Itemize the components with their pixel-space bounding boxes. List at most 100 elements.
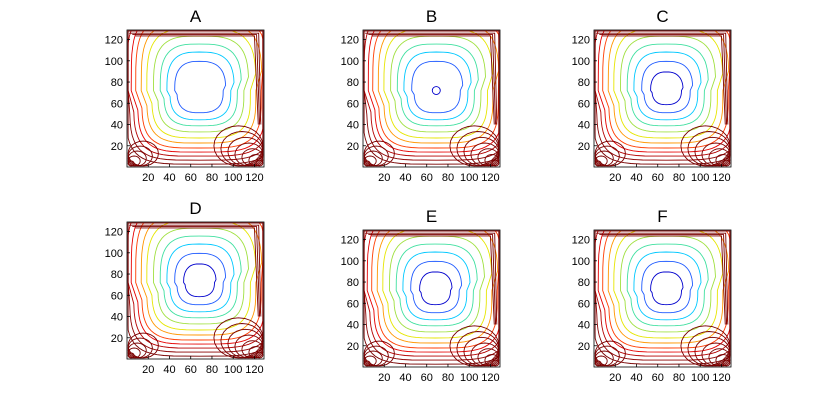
- bottom-right-eddy-contour: [220, 131, 264, 167]
- contour-lines: [594, 30, 731, 167]
- vortex-contour: [402, 251, 471, 321]
- x-tick-label: 80: [206, 364, 218, 376]
- vortex-contour: [372, 30, 500, 149]
- x-tick-label: 120: [712, 372, 730, 384]
- vortex-contour: [620, 235, 716, 333]
- x-tick-label: 20: [142, 364, 154, 376]
- x-tick-label: 60: [421, 372, 433, 384]
- lid-contour: [132, 34, 260, 125]
- x-tick-label: 80: [673, 372, 685, 384]
- contour-lines: [363, 230, 500, 367]
- y-tick-label: 80: [578, 277, 590, 289]
- axes-frame: [362, 229, 501, 368]
- vortex-contour: [650, 271, 684, 306]
- axes-frame: [593, 229, 732, 368]
- axes-frame: [126, 29, 265, 168]
- vortex-contour: [641, 60, 694, 114]
- x-tick-label: 80: [442, 172, 454, 184]
- lid-contour: [602, 235, 726, 325]
- bottom-left-eddy-contour: [363, 340, 395, 367]
- contour-lines: [127, 30, 264, 167]
- bottom-right-eddy-contour: [456, 331, 500, 367]
- vortex-contour: [411, 60, 464, 114]
- x-tick-label: 20: [609, 372, 621, 384]
- vortex-contour: [410, 260, 463, 314]
- y-tick-label: 40: [347, 120, 359, 132]
- contour-lines: [594, 230, 731, 367]
- x-tick-label: 20: [378, 372, 390, 384]
- x-tick-label: 100: [691, 172, 709, 184]
- axes-frame: [362, 29, 501, 168]
- lid-contour: [365, 32, 498, 125]
- y-tick-label: 100: [105, 248, 123, 260]
- y-tick-label: 100: [105, 56, 123, 68]
- x-tick-label: 60: [652, 372, 664, 384]
- bottom-right-eddy-contour: [463, 136, 500, 167]
- lid-contour: [599, 234, 727, 325]
- y-tick-label: 20: [347, 341, 359, 353]
- lid-contour: [371, 35, 495, 125]
- bottom-right-eddy-contour: [694, 336, 731, 367]
- lid-contour: [365, 232, 498, 325]
- y-tick-label: 40: [578, 320, 590, 332]
- bottom-right-eddy-contour: [687, 331, 731, 367]
- panel-title: E: [426, 207, 437, 226]
- axes-frame: [593, 29, 732, 168]
- x-tick-label: 40: [630, 172, 642, 184]
- vortex-contour: [159, 235, 242, 319]
- vortex-contour: [389, 235, 485, 333]
- y-tick-label: 80: [347, 277, 359, 289]
- vortex-contour: [626, 243, 709, 327]
- vortex-contour: [166, 243, 235, 313]
- y-tick-label: 60: [578, 298, 590, 310]
- panel-title: A: [190, 7, 202, 26]
- x-tick-label: 100: [691, 372, 709, 384]
- bottom-right-eddy-contour: [687, 131, 731, 167]
- y-tick-label: 40: [111, 120, 123, 132]
- bottom-right-eddy-contour: [213, 317, 264, 359]
- x-tick-label: 60: [652, 172, 664, 184]
- vortex-contour: [641, 260, 694, 314]
- vortex-contour: [159, 43, 242, 127]
- bottom-right-eddy-contour: [449, 325, 500, 367]
- x-tick-label: 100: [224, 364, 242, 376]
- y-tick-label: 60: [578, 98, 590, 110]
- y-tick-label: 120: [105, 227, 123, 239]
- bottom-right-eddy-contour: [227, 136, 264, 167]
- x-tick-label: 80: [442, 372, 454, 384]
- y-tick-label: 40: [111, 312, 123, 324]
- x-tick-label: 40: [630, 372, 642, 384]
- vortex-contour: [650, 71, 684, 106]
- bottom-left-eddy-contour: [594, 340, 626, 367]
- bottom-right-eddy-contour: [701, 342, 731, 367]
- bottom-right-eddy-contour: [701, 142, 731, 167]
- lid-contour: [596, 232, 729, 325]
- y-tick-label: 80: [578, 77, 590, 89]
- y-tick-label: 60: [111, 98, 123, 110]
- y-tick-label: 40: [347, 320, 359, 332]
- bottom-right-eddy-contour: [213, 125, 264, 167]
- x-tick-label: 100: [224, 172, 242, 184]
- y-tick-label: 120: [341, 235, 359, 247]
- bottom-right-eddy-contour: [449, 125, 500, 167]
- bottom-right-eddy-contour: [227, 328, 264, 359]
- x-tick-label: 60: [421, 172, 433, 184]
- y-tick-label: 100: [572, 256, 590, 268]
- y-tick-label: 80: [111, 77, 123, 89]
- vortex-contour: [174, 252, 227, 306]
- vortex-contour: [183, 263, 217, 298]
- lid-contour: [129, 32, 262, 125]
- x-tick-label: 20: [142, 172, 154, 184]
- lid-contour: [129, 224, 262, 317]
- bottom-left-eddy-contour: [363, 140, 395, 167]
- vortex-core-contour: [431, 86, 441, 95]
- panel-title: D: [189, 199, 201, 218]
- vortex-contour: [403, 51, 472, 121]
- y-tick-label: 60: [347, 298, 359, 310]
- axes-frame: [126, 221, 265, 360]
